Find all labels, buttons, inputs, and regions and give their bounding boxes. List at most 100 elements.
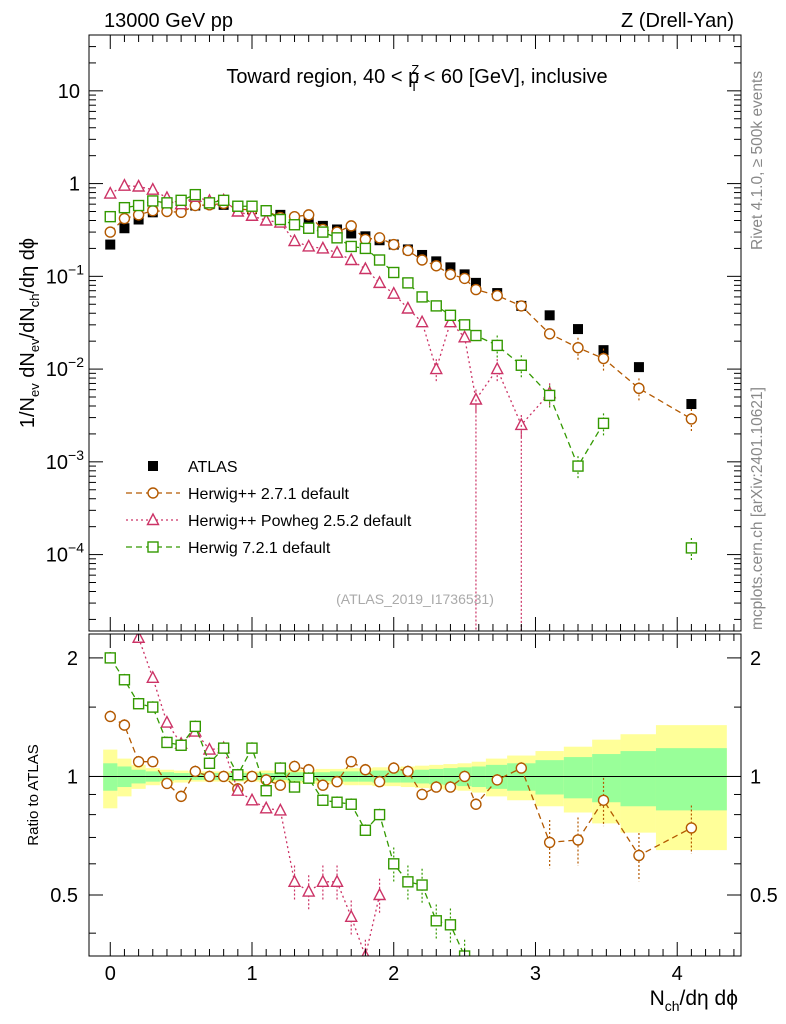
data-point <box>232 200 244 212</box>
data-point <box>104 226 116 238</box>
data-point <box>373 775 386 788</box>
data-point <box>317 794 329 806</box>
data-point <box>274 762 287 774</box>
data-point <box>491 339 503 352</box>
y-tick-label-right: 0.5 <box>750 885 778 907</box>
data-point <box>131 179 146 192</box>
data-point <box>458 319 471 331</box>
data-point <box>217 742 230 754</box>
data-point <box>388 238 400 251</box>
data-point <box>118 201 131 214</box>
x-tick-label: 4 <box>672 963 683 985</box>
data-point <box>388 266 400 279</box>
data-point <box>330 874 344 888</box>
legend-marker <box>148 461 158 471</box>
data-point <box>402 765 414 778</box>
data-point <box>515 359 528 371</box>
data-point <box>302 772 315 784</box>
data-point <box>544 310 555 321</box>
uncertainty-band-inner <box>620 751 656 807</box>
data-point <box>103 186 117 199</box>
header-left: 13000 GeV pp <box>104 10 233 32</box>
data-point <box>274 779 287 791</box>
data-point <box>633 362 644 373</box>
data-point <box>573 324 583 335</box>
data-point <box>147 756 159 768</box>
data-point <box>429 361 443 375</box>
data-point <box>491 289 503 302</box>
data-point <box>597 417 610 430</box>
y-tick-label: 10−3 <box>46 447 84 474</box>
data-point <box>203 770 216 783</box>
series-atlas <box>105 199 697 410</box>
data-point <box>132 199 145 212</box>
data-point <box>203 197 216 209</box>
data-point <box>288 781 301 793</box>
data-point <box>202 742 217 755</box>
data-point <box>444 919 457 931</box>
legend-label: ATLAS <box>188 459 238 476</box>
data-point <box>330 245 344 258</box>
data-point <box>274 213 287 226</box>
data-point <box>358 261 373 275</box>
legend: ATLAS Herwig++ 2.7.1 default Herwig++ Powh… <box>126 459 412 557</box>
data-point <box>572 342 584 354</box>
y-tick-label: 1 <box>69 174 80 196</box>
data-point <box>372 275 387 289</box>
uncertainty-band-inner <box>103 763 118 791</box>
data-point <box>344 252 358 266</box>
data-point <box>345 798 357 810</box>
series-line <box>109 193 605 468</box>
data-point <box>104 210 116 223</box>
uncertainty-band-inner <box>592 754 621 803</box>
data-point <box>259 212 273 226</box>
data-point <box>232 769 244 781</box>
data-point <box>161 736 173 749</box>
data-point <box>175 194 187 207</box>
data-point <box>430 260 442 272</box>
rivet-label: Rivet 4.1.0, ≥ 500k events <box>749 71 766 250</box>
data-point <box>543 389 556 402</box>
data-point <box>372 887 387 901</box>
data-point <box>331 775 343 788</box>
data-point <box>543 836 556 849</box>
data-point <box>147 195 159 207</box>
ratio-panel: 0.5 0.5 1 1 2 2 0 1 2 3 4 Ratio to ATLAS Nch/dη dϕ <box>25 633 778 1014</box>
data-point <box>444 309 457 322</box>
data-point <box>515 762 528 774</box>
data-point <box>246 742 258 754</box>
data-point <box>132 756 145 768</box>
legend-marker <box>147 541 159 553</box>
data-point <box>273 802 288 816</box>
data-point <box>359 242 372 255</box>
data-point <box>470 283 482 296</box>
data-point <box>260 205 272 217</box>
data-point <box>345 220 357 232</box>
data-point <box>402 244 414 257</box>
data-point <box>388 762 400 774</box>
data-point <box>160 715 174 728</box>
data-point <box>469 391 483 405</box>
data-point <box>161 777 173 790</box>
data-point <box>490 361 504 375</box>
data-point <box>416 254 428 266</box>
main-frame <box>88 34 742 632</box>
data-point <box>633 382 645 395</box>
y-tick-label-right: 1 <box>750 766 761 788</box>
y-tick-label: 1 <box>67 766 78 788</box>
data-point <box>373 254 386 266</box>
y-tick-label: 10−2 <box>46 354 84 381</box>
y-tick-label: 0.5 <box>50 885 78 907</box>
data-point <box>444 781 457 793</box>
data-point <box>359 764 372 776</box>
data-point <box>415 314 429 328</box>
data-point <box>416 879 428 891</box>
data-point <box>132 698 145 710</box>
data-point <box>685 542 698 554</box>
data-point <box>303 216 314 227</box>
data-point <box>597 352 610 365</box>
y-tick-label: 10−1 <box>46 261 84 288</box>
data-point <box>458 272 471 285</box>
data-point <box>189 188 202 201</box>
data-point <box>161 197 173 209</box>
